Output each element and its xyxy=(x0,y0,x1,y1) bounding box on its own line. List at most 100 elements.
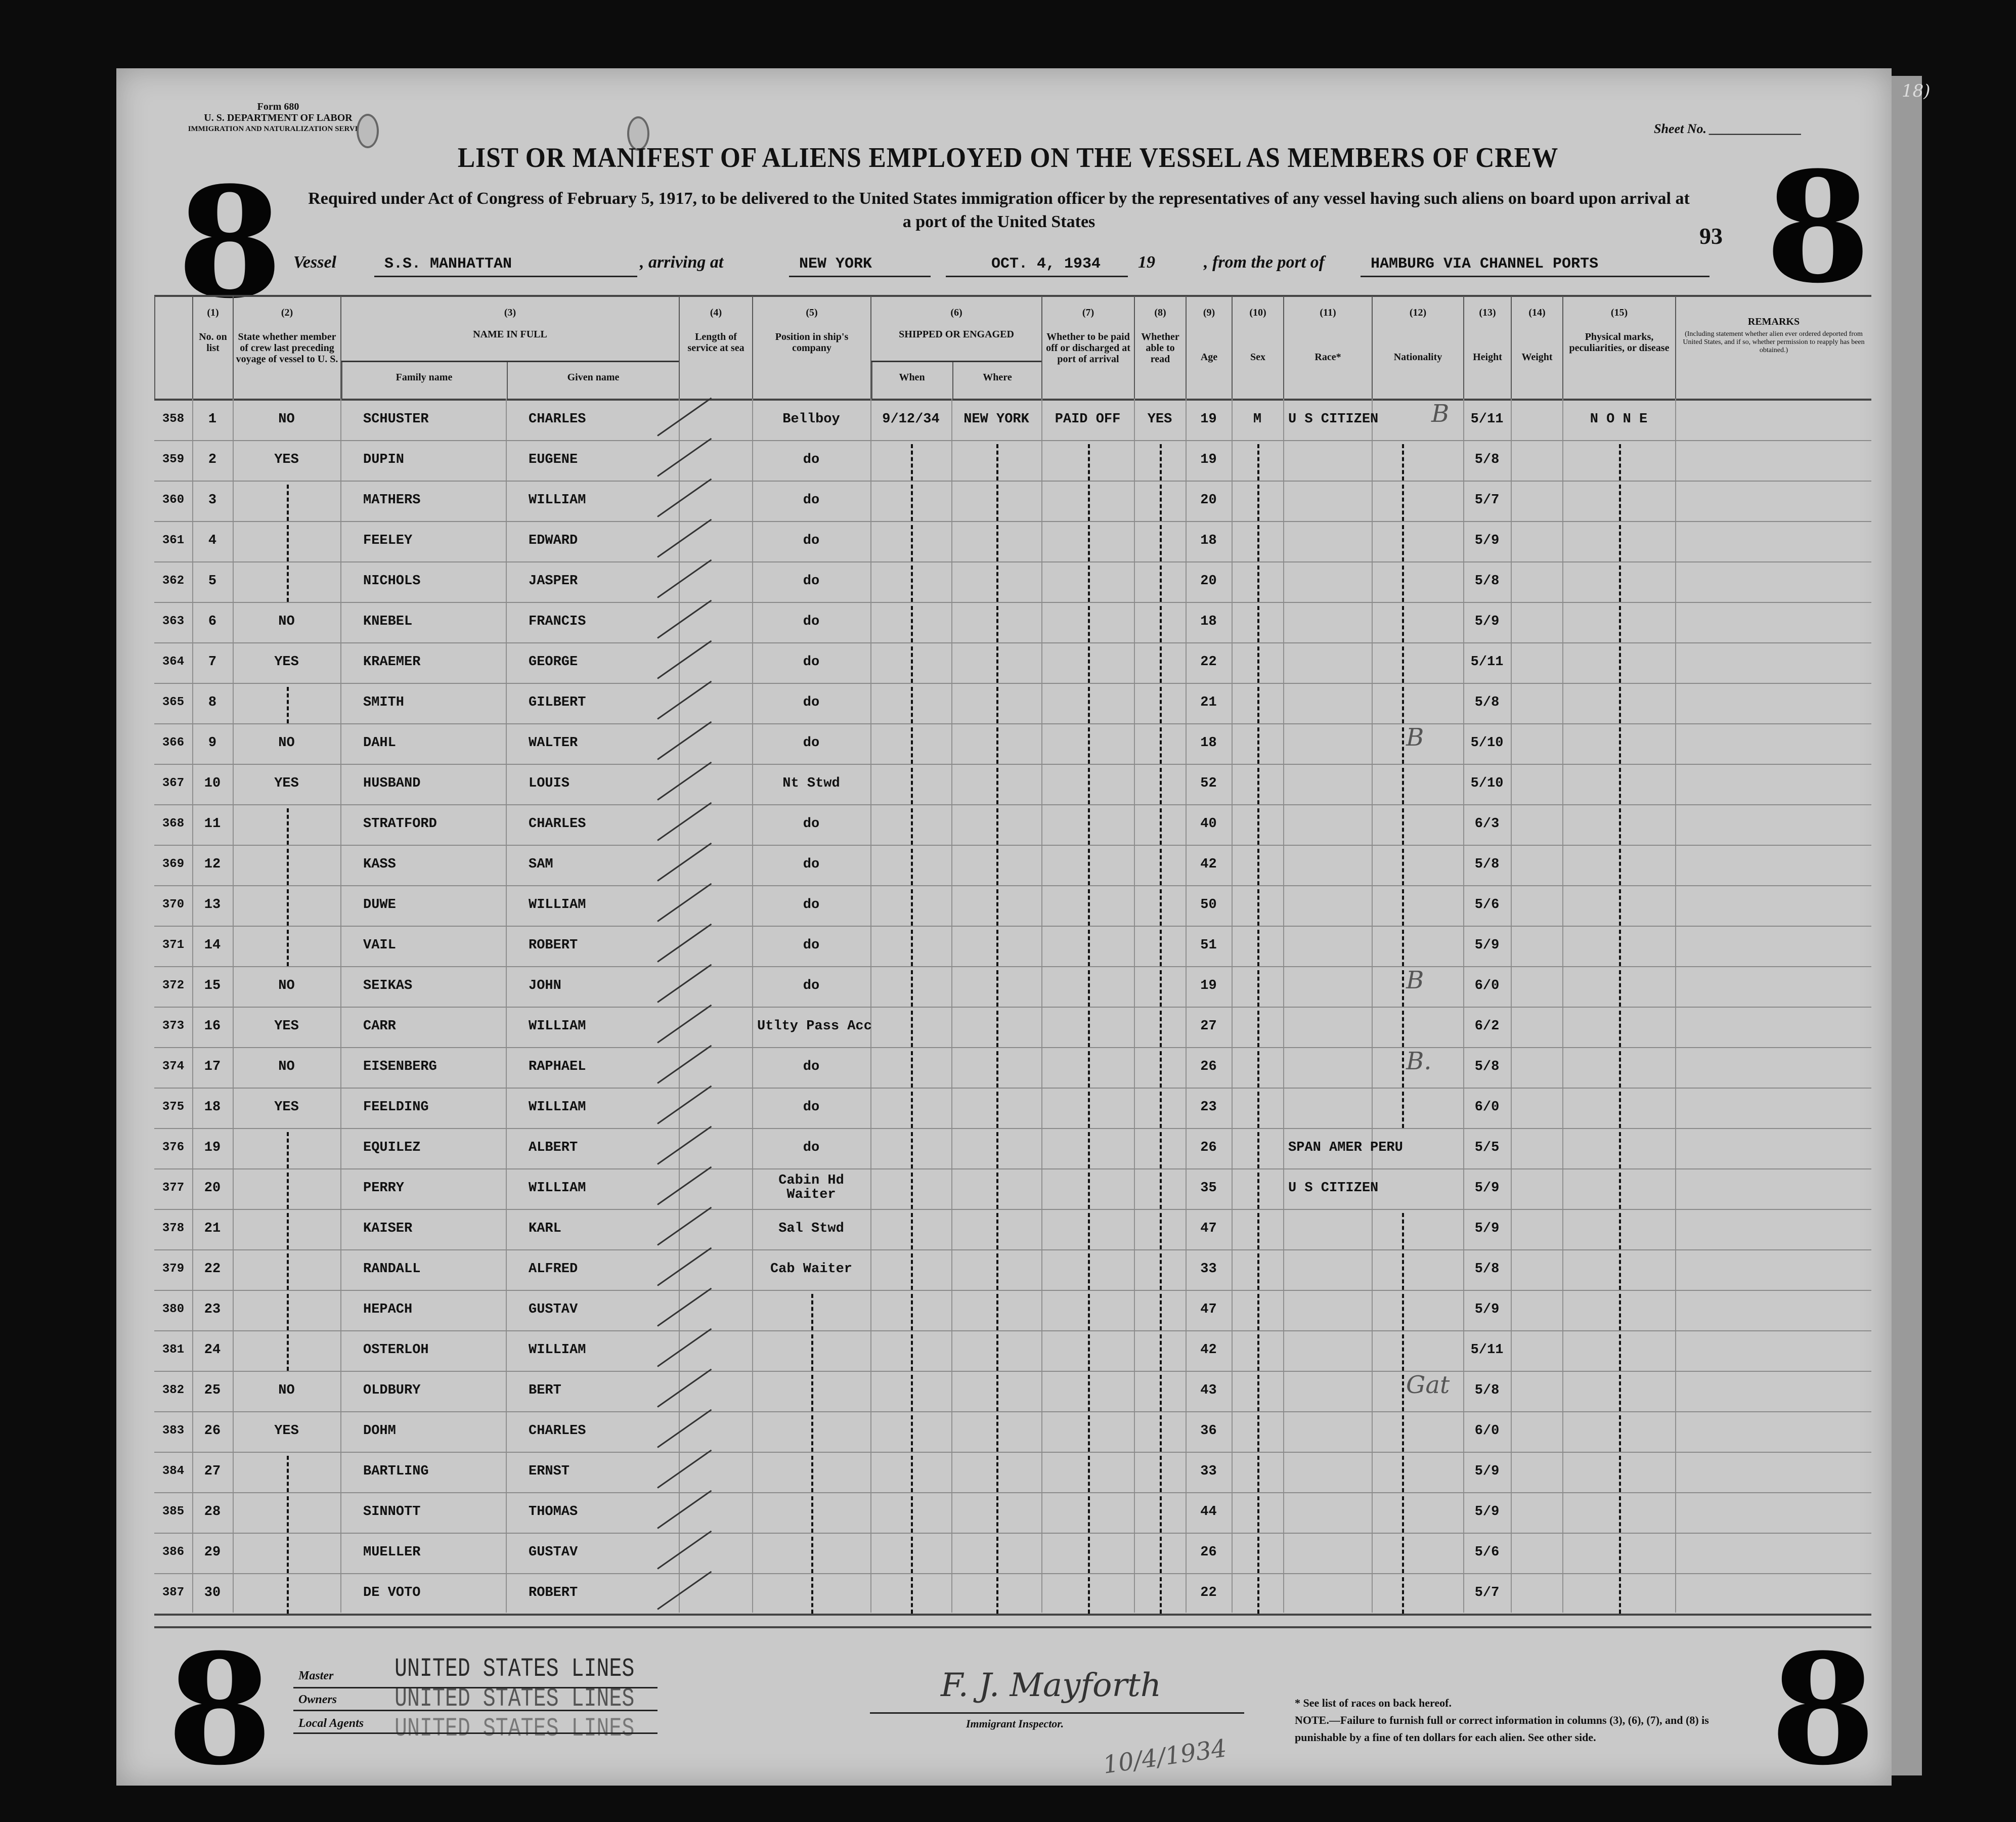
ditto-mark xyxy=(1618,1456,1621,1492)
ditto-mark xyxy=(1402,889,1404,926)
cell-line: 363 xyxy=(162,615,185,628)
ditto-mark xyxy=(996,646,998,683)
ditto-mark xyxy=(1257,1253,1259,1290)
cell-line: 362 xyxy=(162,574,185,588)
handwritten-mark: Gat xyxy=(1406,1371,1450,1399)
ditto-mark xyxy=(911,1092,913,1128)
ditto-mark xyxy=(1160,1173,1162,1209)
arriving-label: , arriving at xyxy=(640,253,724,272)
cell-given: WILLIAM xyxy=(529,1100,586,1115)
column-header-weight: (14) Weight xyxy=(1511,296,1562,399)
ditto-mark xyxy=(996,1294,998,1330)
table-row: 376 19 EQUILEZ ALBERT do 26 SPAN AMER PERU 5/5 xyxy=(0,1125,2016,1168)
vessel-line: Vessel xyxy=(293,253,336,272)
ditto-mark xyxy=(1618,687,1621,723)
ditto-mark xyxy=(996,687,998,723)
check-stroke xyxy=(657,1247,712,1286)
punch-hole xyxy=(357,114,379,148)
cell-family: DUPIN xyxy=(363,452,405,467)
ditto-mark xyxy=(996,1334,998,1371)
column-rule xyxy=(340,399,341,1613)
ditto-mark xyxy=(996,1051,998,1088)
table-row: 384 27 BARTLING ERNST 33 5/9 xyxy=(0,1449,2016,1492)
ditto-mark xyxy=(1160,849,1162,885)
cell-height: 6/0 xyxy=(1474,1100,1500,1115)
ditto-mark xyxy=(1402,687,1404,723)
check-stroke xyxy=(657,1125,712,1165)
ditto-mark xyxy=(911,970,913,1007)
ditto-mark xyxy=(1257,970,1259,1007)
cell-no: 6 xyxy=(208,614,217,629)
ditto-mark xyxy=(1618,727,1621,764)
ditto-mark xyxy=(811,1577,813,1614)
cell-age: 19 xyxy=(1200,978,1217,993)
cell-position: Cabin Hd Waiter xyxy=(778,1173,844,1202)
column-header-height: (13) Height xyxy=(1463,296,1511,399)
cell-no: 27 xyxy=(204,1464,221,1479)
cell-no: 9 xyxy=(208,735,217,751)
departure-port: HAMBURG VIA CHANNEL PORTS xyxy=(1371,255,1599,273)
handwritten-mark: B xyxy=(1431,400,1450,428)
cell-no: 25 xyxy=(204,1383,221,1398)
column-header-nationality: (12) Nationality xyxy=(1372,296,1463,399)
row-rule xyxy=(154,1533,1871,1534)
cell-age: 33 xyxy=(1200,1464,1217,1479)
cell-no: 29 xyxy=(204,1545,221,1560)
check-stroke xyxy=(657,1328,712,1367)
cell-given: WILLIAM xyxy=(529,493,586,508)
table-row: 359 2 YES DUPIN EUGENE do 19 5/8 xyxy=(0,438,2016,481)
inspector-label: Immigrant Inspector. xyxy=(966,1717,1064,1730)
ditto-mark xyxy=(1087,1375,1090,1411)
row-rule xyxy=(154,1411,1871,1412)
page-subtitle: Required under Act of Congress of Februa… xyxy=(308,189,1690,231)
vessel-label: Vessel xyxy=(293,253,336,272)
ditto-mark xyxy=(1087,1415,1090,1452)
column-rule xyxy=(233,399,234,1613)
ditto-mark xyxy=(1402,1092,1404,1128)
cell-age: 33 xyxy=(1200,1262,1217,1277)
column-rule xyxy=(870,399,871,1613)
column-number: (7) xyxy=(1082,307,1094,318)
ditto-mark xyxy=(1257,485,1259,521)
cell-position: do xyxy=(803,1059,820,1074)
cell-given: CHARLES xyxy=(529,1423,586,1439)
cell-no: 24 xyxy=(204,1342,221,1358)
ditto-mark xyxy=(1160,687,1162,723)
cell-height: 5/8 xyxy=(1474,695,1500,710)
check-stroke xyxy=(657,1045,712,1084)
cell-age: 26 xyxy=(1200,1059,1217,1074)
cell-position: Bellboy xyxy=(782,412,840,427)
column-number: (10) xyxy=(1249,307,1266,318)
agents-label: Local Agents xyxy=(298,1717,364,1730)
check-stroke xyxy=(657,559,712,598)
cell-no: 16 xyxy=(204,1019,221,1034)
ditto-mark xyxy=(911,1375,913,1411)
row-rule xyxy=(154,885,1871,886)
cell-age: 19 xyxy=(1200,452,1217,467)
cell-position: do xyxy=(803,938,820,953)
row-rule xyxy=(154,1330,1871,1331)
ditto-mark xyxy=(1160,1496,1162,1533)
ditto-mark xyxy=(996,1537,998,1573)
ditto-mark xyxy=(1618,525,1621,561)
sheet-number-label: Sheet No. ______________ xyxy=(1654,121,1802,136)
cell-family: DUWE xyxy=(363,897,396,913)
check-stroke xyxy=(657,518,712,558)
check-stroke xyxy=(657,1166,712,1205)
check-stroke xyxy=(657,1206,712,1246)
check-stroke xyxy=(657,1085,712,1124)
row-rule xyxy=(154,1209,1871,1210)
table-row: 358 1 NO SCHUSTER CHARLES Bellboy 9/12/34 NEW Y… xyxy=(0,397,2016,440)
ditto-mark xyxy=(1402,444,1404,481)
stamp-owners: UNITED STATES LINES xyxy=(395,1684,635,1714)
ditto-mark xyxy=(1257,1051,1259,1088)
cell-no: 10 xyxy=(204,776,221,791)
ditto-mark xyxy=(1402,606,1404,642)
check-stroke xyxy=(657,1287,712,1327)
cell-family: RANDALL xyxy=(363,1262,421,1277)
column-label: Weight xyxy=(1521,352,1553,363)
service-name: IMMIGRATION AND NATURALIZATION SERVICE xyxy=(188,125,369,133)
ditto-mark xyxy=(1087,1577,1090,1614)
stamp-8-bottom-right: 8 xyxy=(1770,1620,1876,1799)
column-rule xyxy=(1134,399,1135,1613)
